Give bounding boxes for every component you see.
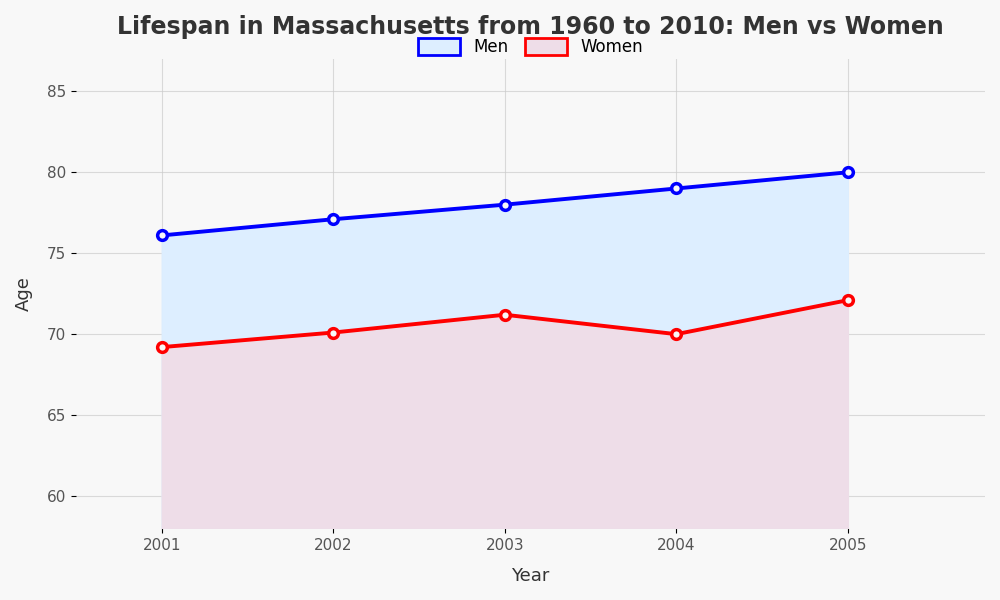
X-axis label: Year: Year xyxy=(511,567,550,585)
Y-axis label: Age: Age xyxy=(15,276,33,311)
Legend: Men, Women: Men, Women xyxy=(410,30,651,65)
Title: Lifespan in Massachusetts from 1960 to 2010: Men vs Women: Lifespan in Massachusetts from 1960 to 2… xyxy=(117,15,944,39)
